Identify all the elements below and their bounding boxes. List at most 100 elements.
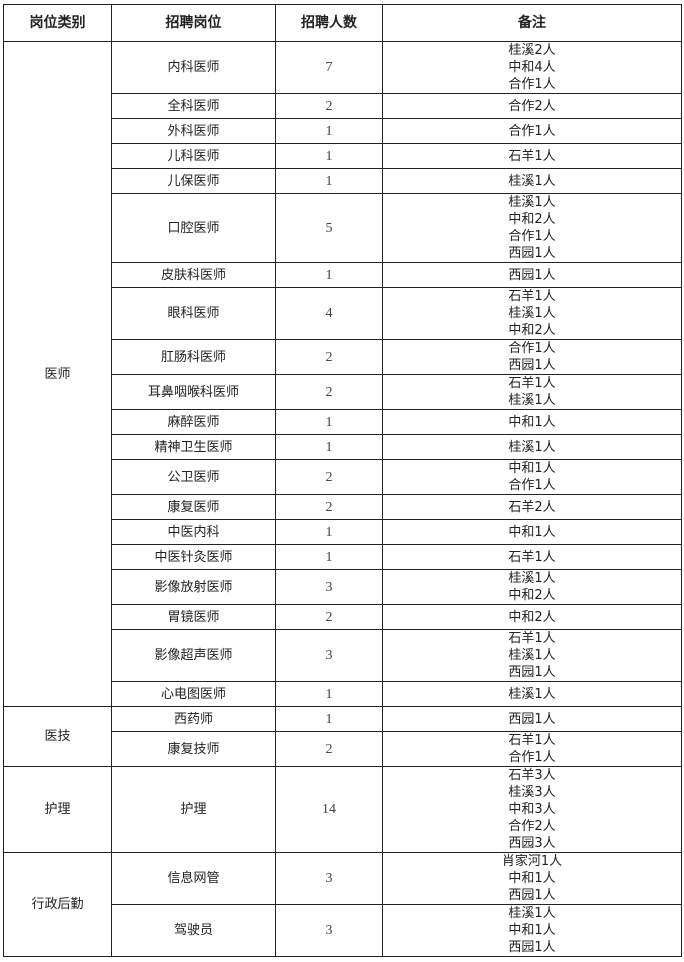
- table-row: 医技 西药师 1 西园1人: [3, 706, 682, 767]
- count-cell: 3: [275, 852, 383, 905]
- table-row: 口腔医师 5 桂溪1人 中和2人 合作1人 西园1人: [4, 193, 682, 263]
- recruitment-table: 岗位类别 招聘岗位 招聘人数 备注 医师 内科医师 7 桂溪2人 中和4人 合作1人 全科医…: [3, 4, 682, 957]
- table-row: 影像超声医师 3 石羊1人 桂溪1人 西园1人: [4, 629, 682, 682]
- count-cell: 1: [275, 262, 383, 288]
- notes-cell: 桂溪2人 中和4人 合作1人: [382, 41, 682, 94]
- header-category: 岗位类别: [3, 4, 112, 42]
- note-line: 桂溪1人: [508, 393, 556, 408]
- count-cell: 2: [275, 494, 383, 520]
- category-cell: 护理: [3, 766, 112, 853]
- note-line: 桂溪1人: [508, 439, 556, 455]
- notes-cell: 肖家河1人中和1人西园1人: [382, 852, 682, 905]
- table-row: 肛肠科医师 2 合作1人 西园1人: [4, 339, 682, 375]
- count-cell: 1: [275, 519, 383, 545]
- header-row: 岗位类别 招聘岗位 招聘人数 备注: [3, 4, 682, 42]
- count-cell: 1: [275, 434, 383, 460]
- position-cell: 儿保医师: [111, 168, 276, 194]
- table-row: 眼科医师 4 石羊1人 桂溪1人 中和2人: [4, 287, 682, 340]
- table-row: 医师 内科医师 7 桂溪2人 中和4人 合作1人: [3, 41, 682, 707]
- note-line: 桂溪1人: [508, 648, 556, 663]
- note-line: 西园3人: [508, 836, 556, 851]
- note-line: 中和1人: [508, 871, 556, 886]
- notes-cell: 桂溪1人 中和2人: [382, 569, 682, 605]
- count-cell: 2: [275, 731, 383, 767]
- note-line: 西园1人: [508, 888, 556, 903]
- position-cell: 影像放射医师: [111, 569, 276, 605]
- notes-cell: 西园1人: [382, 262, 682, 288]
- note-line: 桂溪1人: [508, 195, 556, 210]
- note-line: 合作2人: [508, 819, 556, 834]
- position-cell: 眼科医师: [111, 287, 276, 340]
- count-cell: 1: [275, 118, 383, 144]
- note-line: 桂溪1人: [508, 173, 556, 189]
- note-line: 合作1人: [508, 123, 556, 139]
- note-line: 石羊1人: [508, 733, 556, 748]
- notes-cell: 合作2人: [382, 93, 682, 119]
- notes-cell: 中和1人: [382, 519, 682, 545]
- position-cell: 驾驶员: [111, 904, 276, 957]
- table-row: 中医针灸医师 1 石羊1人: [4, 544, 682, 570]
- note-line: 石羊1人: [508, 376, 556, 391]
- position-cell: 口腔医师: [111, 193, 276, 263]
- position-cell: 麻醉医师: [111, 409, 276, 435]
- count-cell: 1: [275, 409, 383, 435]
- notes-cell: 桂溪1人: [382, 434, 682, 460]
- table-row: 护理 护理 14 石羊3人 桂溪3人 中和3人 合作2人 西园3人: [3, 766, 682, 853]
- note-line: 肖家河1人: [501, 854, 563, 869]
- position-cell: 肛肠科医师: [111, 339, 276, 375]
- position-cell: 影像超声医师: [111, 629, 276, 682]
- position-cell: 儿科医师: [111, 143, 276, 169]
- category-cell: 医师: [3, 41, 112, 707]
- note-line: 桂溪1人: [508, 306, 556, 321]
- table-row: 康复技师 2 石羊1人 合作1人: [4, 731, 682, 767]
- count-cell: 3: [275, 569, 383, 605]
- position-cell: 西药师: [111, 706, 276, 732]
- position-cell: 信息网管: [111, 852, 276, 905]
- note-line: 中和1人: [508, 461, 556, 476]
- note-line: 桂溪2人: [508, 43, 556, 58]
- note-line: 中和4人: [508, 60, 556, 75]
- table-row: 心电图医师 1 桂溪1人: [4, 681, 682, 707]
- position-cell: 中医针灸医师: [111, 544, 276, 570]
- notes-cell: 桂溪1人 中和2人 合作1人 西园1人: [382, 193, 682, 263]
- note-line: 石羊2人: [508, 499, 556, 515]
- count-cell: 2: [275, 459, 383, 495]
- count-cell: 2: [275, 374, 383, 410]
- position-cell: 护理: [111, 766, 276, 853]
- table-row: 麻醉医师 1 中和1人: [4, 409, 682, 435]
- table-row: 儿保医师 1 桂溪1人: [4, 168, 682, 194]
- table-row: 皮肤科医师 1 西园1人: [4, 262, 682, 288]
- header-count: 招聘人数: [275, 4, 383, 42]
- notes-cell: 合作1人: [382, 118, 682, 144]
- note-line: 中和1人: [508, 414, 556, 430]
- position-cell: 精神卫生医师: [111, 434, 276, 460]
- note-line: 中和1人: [508, 923, 556, 938]
- count-cell: 1: [275, 706, 383, 732]
- note-line: 桂溪1人: [508, 906, 556, 921]
- note-line: 桂溪1人: [508, 686, 556, 702]
- note-line: 石羊1人: [508, 148, 556, 164]
- position-cell: 皮肤科医师: [111, 262, 276, 288]
- count-cell: 1: [275, 168, 383, 194]
- notes-cell: 石羊1人: [382, 143, 682, 169]
- note-line: 合作1人: [508, 229, 556, 244]
- note-line: 石羊3人: [508, 768, 556, 783]
- table-row: 驾驶员 3 桂溪1人 中和1人 西园1人: [4, 904, 682, 957]
- note-line: 西园1人: [508, 665, 556, 680]
- count-cell: 1: [275, 143, 383, 169]
- note-line: 中和2人: [508, 588, 556, 603]
- table-row: 影像放射医师 3 桂溪1人 中和2人: [4, 569, 682, 605]
- count-cell: 7: [275, 41, 383, 94]
- note-line: 西园1人: [508, 358, 556, 373]
- note-line: 中和1人: [508, 524, 556, 540]
- note-line: 石羊1人: [508, 631, 556, 646]
- notes-cell: 合作1人 西园1人: [382, 339, 682, 375]
- count-cell: 14: [275, 766, 383, 853]
- note-line: 西园1人: [508, 246, 556, 261]
- notes-cell: 中和1人合作1人: [382, 459, 682, 495]
- note-line: 合作2人: [508, 98, 556, 114]
- count-cell: 5: [275, 193, 383, 263]
- position-cell: 康复技师: [111, 731, 276, 767]
- position-cell: 胃镜医师: [111, 604, 276, 630]
- note-line: 合作1人: [508, 478, 556, 493]
